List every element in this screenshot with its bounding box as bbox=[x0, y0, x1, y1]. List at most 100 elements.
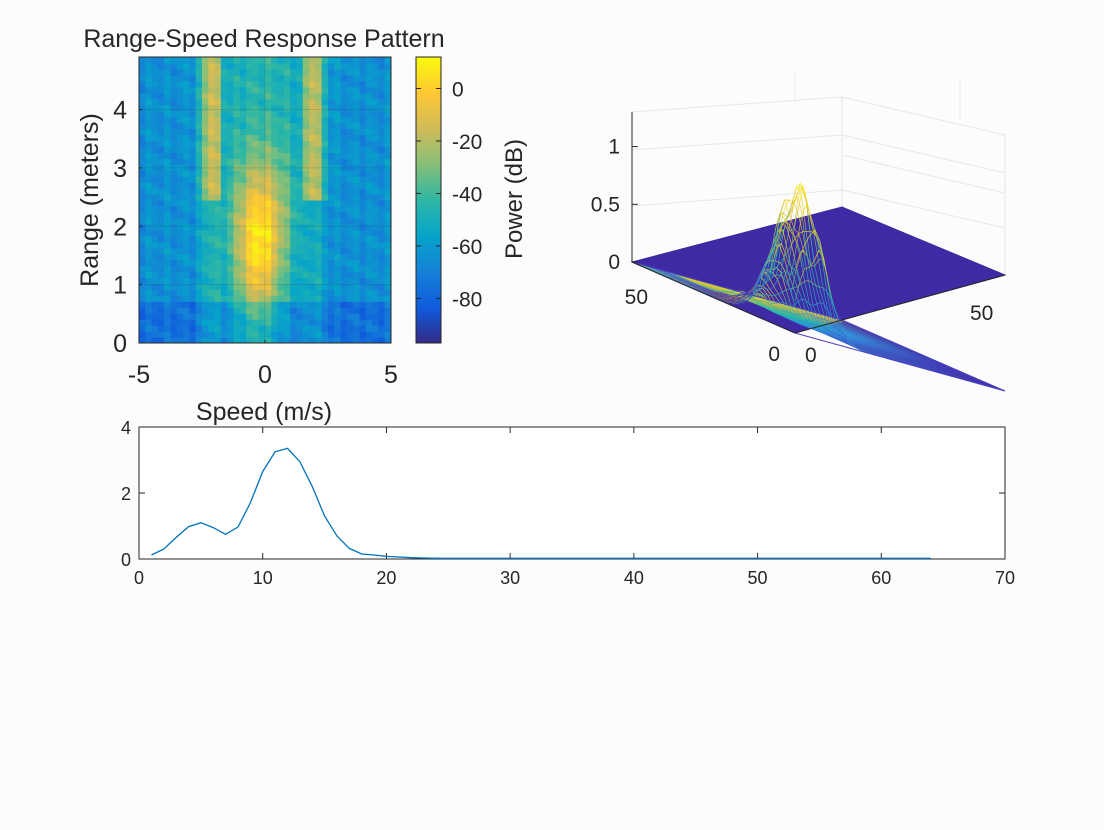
heatmap-cell bbox=[283, 188, 291, 195]
heatmap-cell bbox=[202, 229, 209, 237]
heatmap-cell bbox=[246, 241, 253, 249]
heatmap-cell bbox=[328, 283, 335, 290]
heatmap-cell bbox=[321, 98, 329, 106]
heatmap-cell bbox=[195, 277, 203, 285]
heatmap-cell bbox=[321, 223, 329, 231]
heatmap-cell bbox=[176, 235, 184, 243]
heatmap-cell bbox=[164, 223, 172, 231]
heatmap-y-tick-label: 3 bbox=[113, 155, 127, 183]
heatmap-cell bbox=[372, 74, 379, 82]
heatmap-cell bbox=[334, 253, 342, 261]
heatmap-cell bbox=[378, 98, 386, 106]
heatmap-cell bbox=[208, 194, 216, 201]
heatmap-cell bbox=[139, 188, 146, 195]
heatmap-cell bbox=[265, 86, 272, 94]
heatmap-cell bbox=[145, 104, 153, 112]
heatmap-cell bbox=[258, 146, 266, 153]
heatmap-cell bbox=[315, 98, 323, 106]
heatmap-cell bbox=[372, 325, 379, 332]
heatmap-cell bbox=[202, 164, 209, 171]
heatmap-cell bbox=[277, 331, 285, 338]
heatmap-cell bbox=[359, 259, 367, 267]
heatmap-cell bbox=[334, 164, 342, 171]
heatmap-cell bbox=[321, 283, 329, 290]
heatmap-cell bbox=[372, 241, 379, 249]
heatmap-cell bbox=[258, 57, 266, 64]
heatmap-cell bbox=[315, 116, 323, 124]
heatmap-cell bbox=[283, 122, 291, 130]
heatmap-cell bbox=[346, 134, 354, 142]
heatmap-cell bbox=[340, 205, 348, 213]
heatmap-cell bbox=[365, 247, 373, 255]
heatmap-cell bbox=[309, 211, 316, 219]
heatmap-cell bbox=[139, 259, 146, 267]
heatmap-cell bbox=[170, 223, 178, 231]
heatmap-cell bbox=[246, 301, 253, 308]
heatmap-cell bbox=[214, 74, 222, 82]
heatmap-cell bbox=[290, 158, 298, 165]
heatmap-cell bbox=[321, 170, 329, 177]
heatmap-cell bbox=[239, 170, 247, 177]
heatmap-cell bbox=[239, 277, 247, 285]
heatmap-cell bbox=[214, 62, 222, 70]
heatmap-cell bbox=[283, 241, 291, 249]
heatmap-cell bbox=[170, 241, 178, 249]
heatmap-cell bbox=[139, 176, 146, 183]
heatmap-cell bbox=[277, 337, 285, 343]
heatmap-cell bbox=[378, 289, 386, 296]
heatmap-cell bbox=[258, 140, 266, 147]
heatmap-cell bbox=[176, 271, 184, 279]
heatmap-cell bbox=[328, 301, 335, 308]
heatmap-cell bbox=[378, 211, 386, 219]
heatmap-cell bbox=[346, 307, 354, 314]
heatmap-cell bbox=[214, 164, 222, 171]
heatmap-cell bbox=[290, 235, 298, 243]
heatmap-cell bbox=[372, 205, 379, 213]
heatmap-cell bbox=[227, 182, 235, 189]
heatmap-cell bbox=[265, 205, 272, 213]
heatmap-cell bbox=[334, 152, 342, 159]
heatmap-cell bbox=[239, 307, 247, 314]
heatmap-cell bbox=[258, 289, 266, 296]
heatmap-cell bbox=[151, 247, 159, 255]
heatmap-cell bbox=[233, 319, 241, 326]
line-x-tick-label: 20 bbox=[376, 568, 396, 588]
heatmap-cell bbox=[315, 259, 323, 267]
heatmap-cell bbox=[195, 62, 203, 70]
heatmap-cell bbox=[189, 158, 197, 165]
heatmap-cell bbox=[145, 301, 153, 308]
heatmap-cell bbox=[220, 158, 228, 165]
heatmap-cell bbox=[277, 188, 285, 195]
heatmap-cell bbox=[353, 241, 361, 249]
heatmap-cell bbox=[233, 140, 241, 147]
heatmap-cell bbox=[151, 92, 159, 100]
heatmap-cell bbox=[309, 140, 316, 147]
heatmap-cell bbox=[309, 277, 316, 285]
heatmap-cell bbox=[145, 122, 153, 130]
heatmap-cell bbox=[290, 194, 298, 201]
heatmap-cell bbox=[258, 313, 266, 320]
heatmap-cell bbox=[340, 116, 348, 124]
heatmap-cell bbox=[309, 271, 316, 279]
heatmap-cell bbox=[258, 98, 266, 106]
heatmap-cell bbox=[157, 188, 165, 195]
heatmap-cell bbox=[258, 235, 266, 243]
heatmap-cells bbox=[139, 57, 391, 343]
heatmap-cell bbox=[164, 229, 172, 237]
heatmap-cell bbox=[296, 247, 304, 255]
heatmap-cell bbox=[151, 217, 159, 225]
heatmap-cell bbox=[195, 164, 203, 171]
heatmap-cell bbox=[384, 62, 391, 70]
heatmap-cell bbox=[246, 247, 253, 255]
heatmap-cell bbox=[384, 68, 391, 76]
heatmap-cell bbox=[384, 158, 391, 165]
heatmap-cell bbox=[195, 229, 203, 237]
heatmap-cell bbox=[378, 80, 386, 88]
heatmap-cell bbox=[164, 104, 172, 112]
heatmap-cell bbox=[290, 116, 298, 124]
heatmap-cell bbox=[283, 68, 291, 76]
heatmap-cell bbox=[233, 301, 241, 308]
heatmap-cell bbox=[302, 229, 310, 237]
